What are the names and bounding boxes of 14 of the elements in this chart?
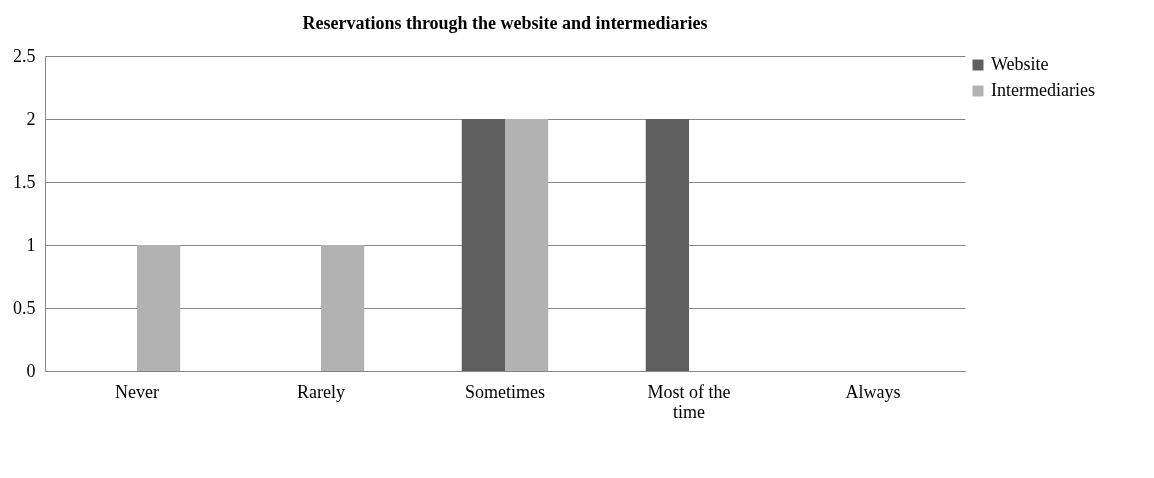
y-tick-label: 1 xyxy=(26,234,36,255)
x-tick-label: Always xyxy=(845,381,901,402)
x-tick-label: Sometimes xyxy=(465,381,545,402)
x-tick-label: Most of the time xyxy=(647,381,731,422)
x-tick-label: Rarely xyxy=(297,381,345,402)
chart-title: Reservations through the website and intermediaries xyxy=(302,13,708,33)
x-tick-label: Never xyxy=(115,381,159,402)
y-tick-label: 0 xyxy=(26,360,36,381)
legend-label: Website xyxy=(991,54,1049,74)
y-tick-label: 1.5 xyxy=(13,171,36,192)
y-tick-label: 2 xyxy=(26,108,36,129)
y-tick-label: 2.5 xyxy=(13,45,36,66)
y-tick-label: 0.5 xyxy=(13,297,36,318)
legend-label: Intermediaries xyxy=(991,80,1095,100)
